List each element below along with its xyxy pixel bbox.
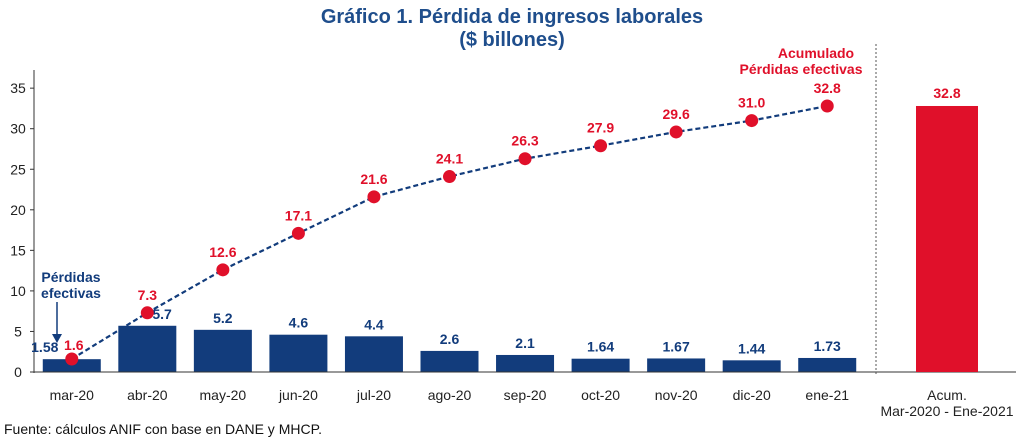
bar <box>420 350 479 372</box>
bar-value-label: 2.1 <box>515 335 535 351</box>
cumulative-point <box>65 352 79 366</box>
x-tick-label: mar-20 <box>50 387 95 403</box>
bar <box>496 354 555 372</box>
cumulative-note-line2: Pérdidas efectivas <box>740 61 863 77</box>
cumulative-value-label: 32.8 <box>814 80 841 96</box>
bars-note-line2: efectivas <box>41 285 101 301</box>
cumulative-value-label: 26.3 <box>511 133 538 149</box>
cumulative-series: 1.6 7.3 12.6 17.1 21.6 24.1 26.3 27.9 29.6 31.0 32… <box>64 80 841 366</box>
cumulative-value-label: 21.6 <box>360 171 387 187</box>
y-tick-label: 30 <box>10 121 26 137</box>
cumulative-value-label: 29.6 <box>663 106 690 122</box>
x-tick-label: jul-20 <box>356 387 391 403</box>
x-tick-label: nov-20 <box>655 387 698 403</box>
bar-value-label: 1.64 <box>587 339 614 355</box>
cumulative-value-label: 12.6 <box>209 244 236 260</box>
cumulative-value-label: 27.9 <box>587 120 614 136</box>
cumulative-value-label: 7.3 <box>138 287 158 303</box>
summary-bar-value-label: 32.8 <box>933 85 960 101</box>
cumulative-point <box>820 99 834 113</box>
cumulative-point <box>594 139 608 153</box>
cumulative-point <box>745 114 759 128</box>
summary-bar-category-label: Mar-2020 - Ene-2021 <box>880 403 1013 419</box>
bars-note-line1: Pérdidas <box>41 269 100 285</box>
y-axis: 0 5 10 15 20 25 30 35 <box>10 70 35 380</box>
y-tick-label: 15 <box>10 242 26 258</box>
x-tick-label: dic-20 <box>733 387 771 403</box>
bar-value-label: 2.6 <box>440 331 460 347</box>
summary-bar-group: 32.8 Acum.Mar-2020 - Ene-2021 <box>880 85 1013 419</box>
bar-value-label: 5.2 <box>213 310 233 326</box>
chart-title: Gráfico 1. Pérdida de ingresos laborales <box>321 6 703 28</box>
x-tick-label: ago-20 <box>428 387 472 403</box>
y-tick-label: 35 <box>10 80 26 96</box>
bar-value-label: 5.7 <box>152 306 172 322</box>
bar <box>722 360 781 372</box>
cumulative-line <box>71 104 828 360</box>
cumulative-point <box>140 306 154 320</box>
y-tick-label: 0 <box>14 364 22 380</box>
x-tick-label: abr-20 <box>127 387 168 403</box>
bar-value-label: 1.44 <box>738 340 765 356</box>
cumulative-value-label: 31.0 <box>738 95 765 111</box>
cumulative-note-line1: Acumulado <box>778 45 854 61</box>
cumulative-point <box>518 152 532 166</box>
x-axis: mar-20 abr-20 may-20 jun-20 jul-20 ago-20 sep-… <box>34 371 1016 403</box>
cumulative-value-label: 1.6 <box>64 337 84 353</box>
bar <box>344 336 403 372</box>
bar <box>798 357 857 372</box>
bar <box>269 334 328 372</box>
x-tick-label: oct-20 <box>581 387 620 403</box>
bar-value-label: 1.73 <box>814 338 841 354</box>
cumulative-value-label: 17.1 <box>285 207 312 223</box>
bar-series: 1.58 5.7 5.2 4.6 4.4 2.6 2.1 1.64 1.67 1.44 1.73 <box>31 306 857 372</box>
y-tick-label: 10 <box>10 283 26 299</box>
cumulative-point <box>669 125 683 139</box>
bar-value-label: 1.67 <box>663 338 690 354</box>
y-tick-label: 25 <box>10 161 26 177</box>
cumulative-point <box>216 263 230 277</box>
cumulative-value-label: 24.1 <box>436 151 463 167</box>
chart-subtitle: ($ billones) <box>459 29 565 51</box>
x-tick-label: jun-20 <box>278 387 318 403</box>
bar <box>571 358 630 372</box>
bar <box>118 325 177 372</box>
source-note: Fuente: cálculos ANIF con base en DANE y… <box>4 421 322 437</box>
bar-value-label: 1.58 <box>31 339 58 355</box>
cumulative-point <box>291 226 305 240</box>
y-tick-label: 20 <box>10 202 26 218</box>
x-tick-label: sep-20 <box>504 387 547 403</box>
bar-value-label: 4.4 <box>364 316 384 332</box>
summary-bar-category-label: Acum. <box>927 387 967 403</box>
y-tick-label: 5 <box>14 323 22 339</box>
summary-bar <box>916 105 978 372</box>
x-tick-label: may-20 <box>200 387 247 403</box>
bar <box>193 329 252 372</box>
bars-note-arrowhead <box>52 334 62 343</box>
bar <box>42 359 101 372</box>
cumulative-point <box>367 190 381 204</box>
cumulative-point <box>443 170 456 184</box>
bar-value-label: 4.6 <box>289 315 309 331</box>
x-tick-label: ene-21 <box>805 387 849 403</box>
bar <box>647 358 706 372</box>
